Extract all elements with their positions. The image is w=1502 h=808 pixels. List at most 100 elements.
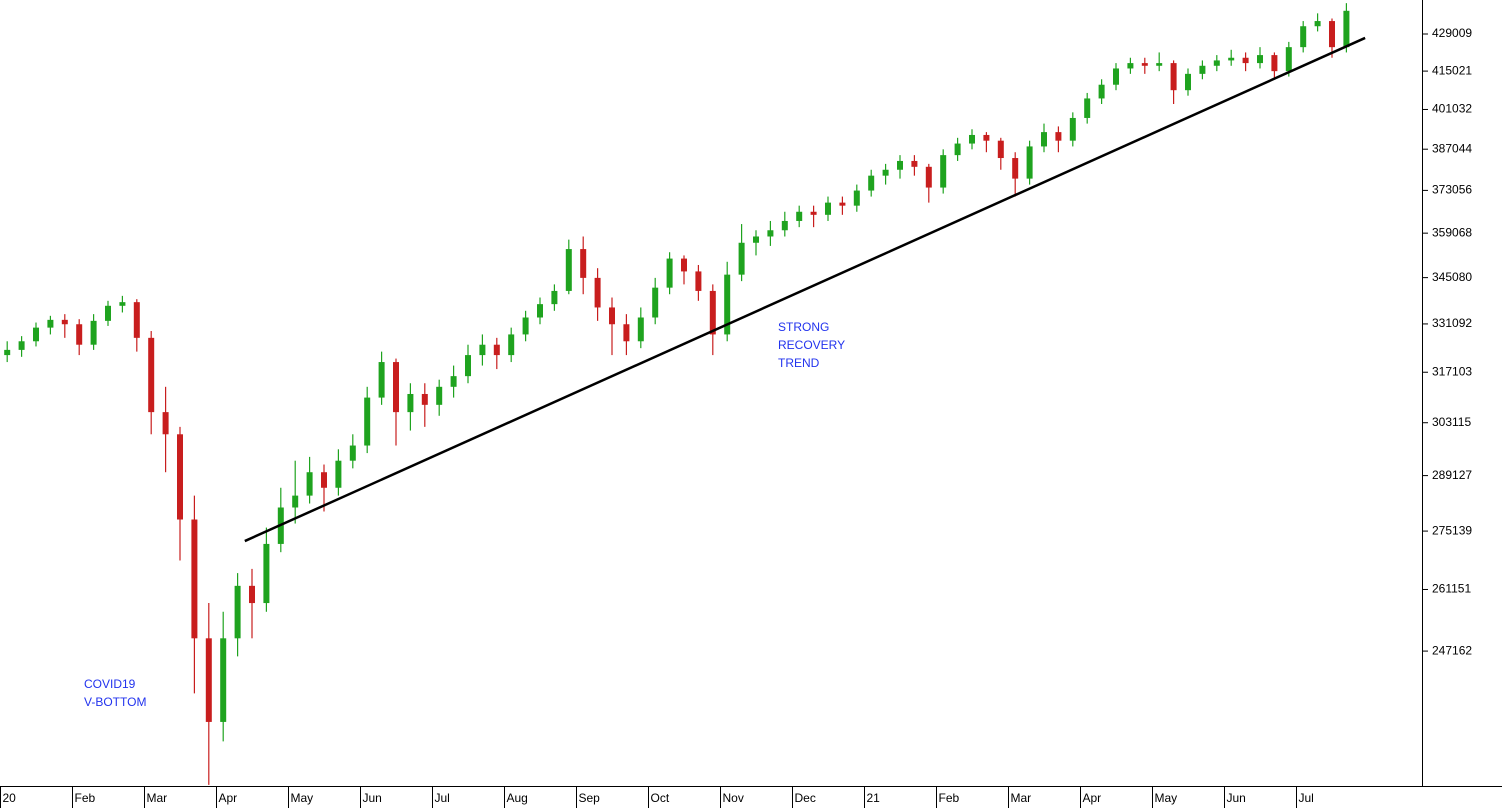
candle-body: [954, 143, 961, 156]
candle-body: [753, 236, 759, 243]
annotation: V-BOTTOM: [84, 695, 146, 709]
candle-body: [709, 290, 716, 335]
y-tick-label: 401032: [1432, 102, 1472, 116]
candle-body: [882, 169, 889, 176]
candle-body: [349, 445, 356, 461]
candle-body: [940, 155, 947, 188]
x-tick-label: Jul: [435, 791, 450, 805]
candle-body: [493, 344, 500, 356]
candle-body: [1228, 57, 1235, 61]
candle-body: [1329, 21, 1335, 48]
candle-body: [1069, 117, 1076, 141]
candle-body: [90, 320, 97, 345]
candle-body: [1257, 55, 1263, 64]
x-tick-label: 20: [3, 791, 17, 805]
candle-body: [1300, 26, 1307, 48]
y-tick-label: 429009: [1432, 26, 1472, 40]
candle-body: [551, 290, 558, 305]
candle-body: [1055, 132, 1062, 141]
candle-body: [637, 317, 644, 342]
candle-body: [306, 472, 313, 496]
candle-body: [450, 376, 457, 387]
candle-body: [839, 202, 846, 206]
x-tick-label: May: [1155, 791, 1178, 805]
y-tick-label: 247162: [1432, 643, 1472, 657]
candle-body: [249, 585, 255, 604]
candle-body: [1285, 47, 1292, 72]
candle-body: [825, 202, 831, 215]
annotation: TREND: [778, 356, 820, 370]
y-tick-label: 373056: [1432, 183, 1472, 197]
x-tick-label: Apr: [219, 791, 238, 805]
candle-body: [133, 302, 140, 338]
y-tick-label: 275139: [1432, 523, 1472, 537]
y-tick-label: 317103: [1432, 364, 1472, 378]
candle-body: [508, 334, 515, 356]
candle-body: [522, 317, 529, 335]
candle-body: [1242, 57, 1249, 64]
x-tick-label: 21: [867, 791, 881, 805]
y-tick-label: 331092: [1432, 316, 1472, 330]
annotation: STRONG: [778, 320, 829, 334]
x-tick-label: Mar: [147, 791, 168, 805]
candle-body: [897, 160, 903, 170]
candle-body: [1156, 63, 1163, 66]
x-tick-label: Mar: [1011, 791, 1032, 805]
candle-body: [421, 393, 428, 405]
candle-body: [1098, 84, 1105, 99]
candle-body: [623, 324, 630, 342]
y-tick-label: 303115: [1432, 415, 1471, 429]
candle-body: [1314, 21, 1321, 27]
candle-body: [853, 190, 860, 206]
candle-body: [609, 307, 615, 325]
candle-body: [436, 386, 443, 405]
candle-body: [681, 258, 687, 272]
candle-body: [1084, 98, 1091, 118]
candle-body: [565, 249, 572, 291]
candle-body: [191, 519, 198, 639]
candle-body: [220, 638, 227, 722]
candle-body: [378, 362, 385, 398]
x-tick-label: Feb: [939, 791, 960, 805]
candle-body: [695, 271, 702, 291]
y-tick-label: 415021: [1432, 63, 1472, 77]
candle-body: [105, 305, 111, 321]
candle-body: [767, 230, 774, 237]
candle-body: [335, 460, 342, 488]
candle-body: [738, 242, 745, 275]
candle-body: [1271, 55, 1278, 72]
candle-body: [781, 220, 788, 231]
x-tick-label: Feb: [75, 791, 96, 805]
candle-body: [1199, 65, 1206, 74]
x-tick-label: Jul: [1299, 791, 1314, 805]
candle-body: [1213, 60, 1220, 66]
y-tick-label: 345080: [1432, 270, 1472, 284]
x-tick-label: Jun: [363, 791, 382, 805]
candle-body: [47, 319, 54, 328]
candle-body: [868, 175, 875, 191]
candle-body: [4, 349, 11, 356]
candle-body: [479, 344, 486, 356]
candle-body: [652, 287, 659, 318]
x-tick-label: Dec: [795, 791, 816, 805]
candle-body: [33, 327, 39, 342]
annotation: RECOVERY: [778, 338, 845, 352]
candle-body: [537, 304, 543, 318]
x-tick-label: Aug: [507, 791, 528, 805]
x-tick-label: Oct: [651, 791, 670, 805]
candle-body: [321, 472, 327, 488]
candle-body: [76, 324, 83, 345]
y-tick-label: 359068: [1432, 225, 1472, 239]
candle-body: [1141, 63, 1148, 66]
candle-body: [263, 543, 270, 604]
candle-body: [666, 258, 673, 288]
candle-body: [407, 393, 414, 413]
candle-body: [925, 166, 932, 188]
candle-body: [393, 362, 399, 413]
candle-body: [1170, 63, 1177, 91]
annotation: COVID19: [84, 677, 136, 691]
candle-body: [810, 211, 817, 215]
candle-body: [119, 302, 126, 306]
candle-body: [234, 585, 241, 639]
